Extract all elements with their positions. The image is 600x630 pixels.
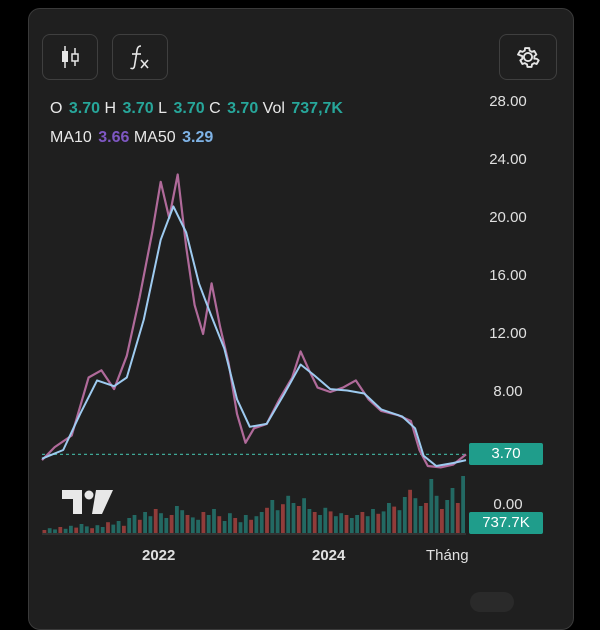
ma10-label: MA10 xyxy=(50,129,92,146)
price-tick-24: 24.00 xyxy=(489,151,527,168)
indicators-button[interactable] xyxy=(112,34,168,80)
settings-button[interactable] xyxy=(499,34,557,80)
low-label: L xyxy=(158,100,168,117)
time-tick-2022: 2022 xyxy=(142,547,176,564)
price-tick-28: 28.00 xyxy=(489,93,527,110)
high-label: H xyxy=(104,100,117,117)
volume-badge: 737.7K xyxy=(469,512,543,534)
ohlc-legend: O 3.70 H 3.70 L 3.70 C 3.70 Vol 737,7K xyxy=(50,100,343,118)
volume-label: Vol xyxy=(262,100,285,117)
candlestick-icon xyxy=(62,46,79,68)
price-tick-16: 16.00 xyxy=(489,267,527,284)
volume-value: 737,7K xyxy=(291,100,343,117)
price-tick-8: 8.00 xyxy=(493,383,523,400)
price-tick-12: 12.00 xyxy=(489,325,527,342)
volume-tick-0: 0.00 xyxy=(493,496,523,513)
high-value: 3.70 xyxy=(122,100,154,117)
ma10-value: 3.66 xyxy=(98,129,130,146)
ma50-label: MA50 xyxy=(133,129,176,146)
open-value: 3.70 xyxy=(68,100,101,117)
price-tick-20: 20.00 xyxy=(489,209,527,226)
open-label: O xyxy=(50,100,63,117)
close-label: C xyxy=(209,100,221,117)
close-value: 3.70 xyxy=(227,100,259,117)
low-value: 3.70 xyxy=(173,100,205,117)
tradingview-logo-icon xyxy=(62,490,113,514)
time-tick-month: Tháng xyxy=(426,547,469,564)
time-tick-2024: 2024 xyxy=(312,547,346,564)
ma-legend: MA10 3.66 MA50 3.29 xyxy=(50,129,213,147)
function-fx-icon xyxy=(130,45,149,70)
bottom-toggle[interactable] xyxy=(470,592,514,612)
gear-icon xyxy=(517,47,540,68)
candlestick-button[interactable] xyxy=(42,34,98,80)
last-price-badge: 3.70 xyxy=(469,443,543,465)
ma50-value: 3.29 xyxy=(182,129,214,146)
